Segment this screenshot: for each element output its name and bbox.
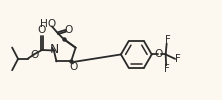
- Text: O: O: [30, 50, 38, 60]
- Text: N: N: [50, 43, 59, 56]
- Text: O: O: [70, 62, 78, 72]
- Text: F: F: [164, 64, 169, 74]
- Text: F: F: [175, 54, 181, 64]
- Text: O: O: [64, 25, 72, 35]
- Text: F: F: [165, 35, 171, 45]
- Text: O: O: [38, 25, 46, 35]
- Text: HO: HO: [40, 19, 56, 29]
- Text: O: O: [155, 49, 163, 59]
